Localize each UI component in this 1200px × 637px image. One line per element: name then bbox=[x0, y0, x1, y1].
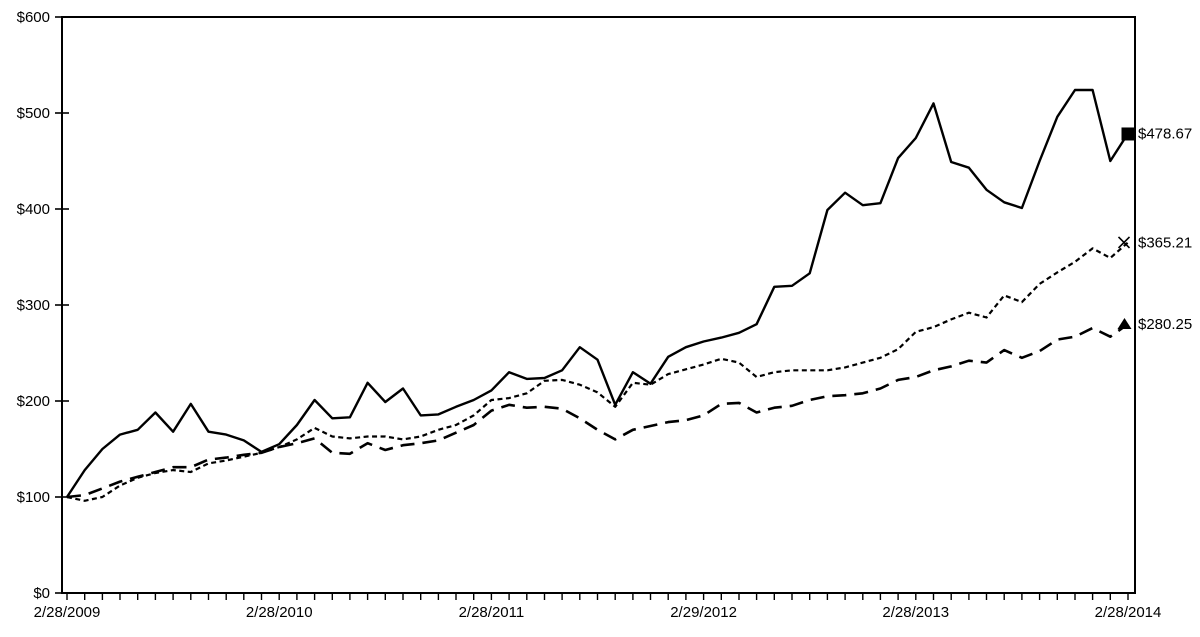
y-axis-tick-label: $400 bbox=[17, 201, 50, 218]
x-axis-tick-label: 2/29/2012 bbox=[670, 604, 737, 621]
y-axis-tick-label: $200 bbox=[17, 393, 50, 410]
x-axis-tick-label: 2/28/2014 bbox=[1095, 604, 1162, 621]
x-axis-tick-label: 2/28/2009 bbox=[34, 604, 101, 621]
end-value-label: $478.67 bbox=[1138, 126, 1192, 143]
x-axis-tick-label: 2/28/2011 bbox=[459, 604, 525, 621]
end-marker-filled-triangle bbox=[1117, 317, 1132, 329]
series-3-line bbox=[66, 322, 1129, 499]
x-axis-tick-label: 2/28/2010 bbox=[246, 604, 313, 621]
y-axis-tick-label: $500 bbox=[17, 105, 50, 122]
series-1-line bbox=[65, 88, 1130, 498]
y-axis-tick-label: $100 bbox=[17, 489, 50, 506]
end-value-label: $280.25 bbox=[1138, 316, 1192, 333]
plot-border bbox=[61, 16, 1136, 594]
end-value-label: $365.21 bbox=[1138, 235, 1192, 252]
end-marker-x-cross bbox=[1117, 236, 1131, 249]
series-2-line bbox=[66, 241, 1129, 502]
y-axis-tick-label: $0 bbox=[33, 585, 50, 602]
x-axis-tick-label: 2/28/2013 bbox=[882, 604, 949, 621]
y-axis-tick-label: $600 bbox=[17, 9, 50, 26]
end-marker-filled-square bbox=[1121, 127, 1135, 141]
y-axis-tick-label: $300 bbox=[17, 297, 50, 314]
